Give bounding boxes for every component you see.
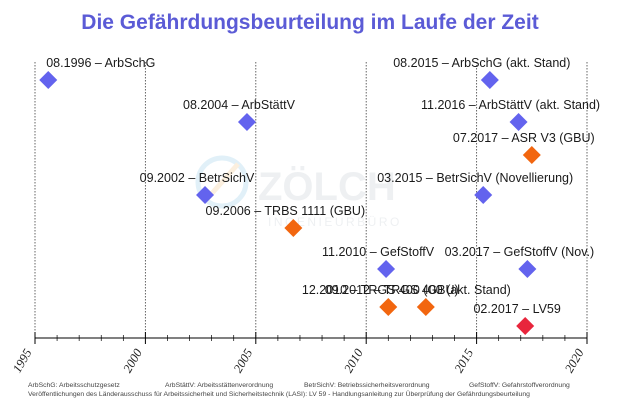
event-marker xyxy=(522,146,541,164)
x-tick-label-2015: 2015 xyxy=(452,347,477,376)
event-label: 08.2015 – ArbSchG (akt. Stand) xyxy=(393,56,570,70)
event-label: 08.1996 – ArbSchG xyxy=(46,56,155,70)
footer-abbr-arbstaettv: ArbStättV: Arbeitsstättenverordnung xyxy=(165,382,274,389)
event-marker xyxy=(379,298,398,316)
event-9: 07.2017 – ASR V3 (GBU) xyxy=(453,131,595,164)
event-2: 09.2002 – BetrSichV xyxy=(140,171,255,204)
event-7: 08.2015 – ArbSchG (akt. Stand) xyxy=(393,56,570,89)
event-label: 09.2002 – BetrSichV xyxy=(140,171,255,185)
event-label: 08.2004 – ArbStättV xyxy=(183,98,296,112)
event-10: 03.2015 – BetrSichV (Novellierung) xyxy=(377,171,573,204)
x-tick-label-2010: 2010 xyxy=(341,346,366,375)
event-label: 11.2016 – ArbStättV (akt. Stand) xyxy=(421,98,600,112)
event-marker xyxy=(416,298,435,316)
event-5: 12.2010 – TRGS 400 (GBU) xyxy=(302,283,459,316)
x-tick-label-2000: 2000 xyxy=(120,346,145,375)
event-marker xyxy=(509,113,528,131)
event-marker xyxy=(284,219,303,237)
event-label: 07.2017 – ASR V3 (GBU) xyxy=(453,131,595,145)
x-tick-label-1995: 1995 xyxy=(10,347,35,376)
event-marker xyxy=(516,317,535,335)
x-tick-label-2020: 2020 xyxy=(562,346,587,375)
event-marker xyxy=(474,186,493,204)
event-11: 03.2017 – GefStoffV (Nov.) xyxy=(445,245,595,278)
event-label: 02.2017 – LV59 xyxy=(473,302,560,316)
event-label: 03.2015 – BetrSichV (Novellierung) xyxy=(377,171,573,185)
x-axis: 1995 2000 2005 2010 2015 2020 xyxy=(10,332,588,376)
event-marker xyxy=(39,71,58,89)
event-marker xyxy=(196,186,215,204)
watermark-logo: ZÖLCH INGENIEURBÜRO xyxy=(195,155,399,229)
chart-title: Die Gefährdungsbeurteilung im Laufe der … xyxy=(81,11,538,34)
event-0: 08.1996 – ArbSchG xyxy=(39,56,155,89)
event-8: 11.2016 – ArbStättV (akt. Stand) xyxy=(421,98,600,131)
event-label: 09.2012 – TRGS 400 (akt. Stand) xyxy=(325,283,511,297)
event-12: 02.2017 – LV59 xyxy=(473,302,561,335)
event-marker xyxy=(237,113,256,131)
event-label: 12.2010 – TRGS 400 (GBU) xyxy=(302,283,459,297)
footer-abbr-gefstoffv: GefStoffV: Gefahrstoffverordnung xyxy=(469,382,570,389)
event-marker xyxy=(377,260,396,278)
x-tick-label-2005: 2005 xyxy=(231,347,256,376)
watermark-title: ZÖLCH xyxy=(258,164,396,209)
watermark-ring-icon xyxy=(195,155,249,209)
event-label: 03.2017 – GefStoffV (Nov.) xyxy=(445,245,595,259)
gridlines xyxy=(34,62,588,338)
event-1: 08.2004 – ArbStättV xyxy=(183,98,296,131)
event-marker xyxy=(480,71,499,89)
event-label: 11.2010 – GefStoffV xyxy=(322,245,435,259)
event-6: 09.2012 – TRGS 400 (akt. Stand) xyxy=(325,283,511,316)
footer-source: Veröffentlichungen des Länderausschuss f… xyxy=(28,391,530,398)
events: 08.1996 – ArbSchG 08.2004 – ArbStättV 09.2… xyxy=(39,56,600,335)
footer-abbr-arbschg: ArbSchG: Arbeitsschutzgesetz xyxy=(28,382,120,389)
event-label: 09.2006 – TRBS 1111 (GBU) xyxy=(206,204,366,218)
event-marker xyxy=(518,260,537,278)
event-3: 09.2006 – TRBS 1111 (GBU) xyxy=(206,204,366,237)
footer-abbr-betrsichv: BetrSichV: Betriebssicherheitsverordnung xyxy=(304,382,430,389)
event-4: 11.2010 – GefStoffV xyxy=(322,245,435,278)
